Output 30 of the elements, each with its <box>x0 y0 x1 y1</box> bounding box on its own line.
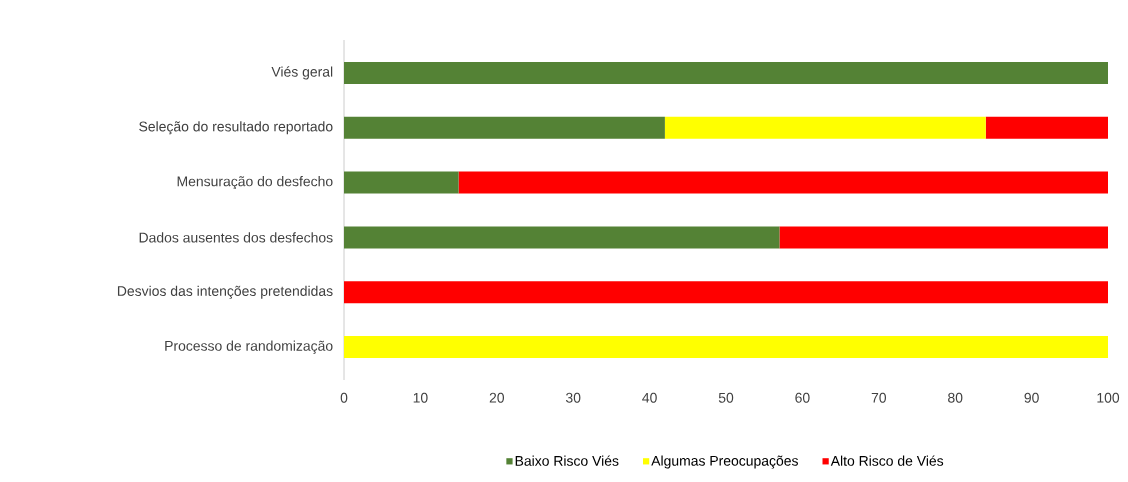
x-tick-label: 20 <box>489 392 505 403</box>
bar <box>344 171 459 194</box>
bar <box>344 61 1109 84</box>
x-tick-label: 70 <box>871 392 887 403</box>
x-tick-label: 90 <box>1024 392 1039 403</box>
legend-label: Alto Risco de Viés <box>830 455 944 466</box>
x-tick-label: 0 <box>340 392 348 403</box>
legend-label: Baixo Risco Viés <box>515 455 619 466</box>
x-tick-label: 50 <box>718 392 734 403</box>
x-tick-label: 10 <box>413 392 428 403</box>
bar <box>344 116 665 139</box>
y-tick-label: Desvios das intenções pretendidas <box>117 285 333 299</box>
bar <box>985 116 1109 139</box>
bar <box>458 171 1109 194</box>
bar <box>344 281 1109 304</box>
y-tick-label: Processo de randomização <box>165 340 333 354</box>
y-tick-label: Mensuração do desfecho <box>177 176 333 190</box>
x-tick-label: 100 <box>1097 392 1120 403</box>
bar <box>664 116 986 139</box>
y-tick-label: Seleção do resultado reportado <box>139 121 333 135</box>
x-tick-label: 30 <box>565 392 581 403</box>
x-tick-label: 40 <box>642 392 657 403</box>
x-tick-label: 80 <box>948 392 963 403</box>
x-tick-label: 60 <box>795 392 810 403</box>
bar <box>344 336 1109 359</box>
bar <box>779 226 1109 249</box>
y-tick-label: Dados ausentes dos desfechos <box>139 232 333 243</box>
legend-label: Algumas Preocupações <box>651 455 798 469</box>
bar <box>344 226 780 249</box>
y-tick-label: Viés geral <box>271 66 333 80</box>
